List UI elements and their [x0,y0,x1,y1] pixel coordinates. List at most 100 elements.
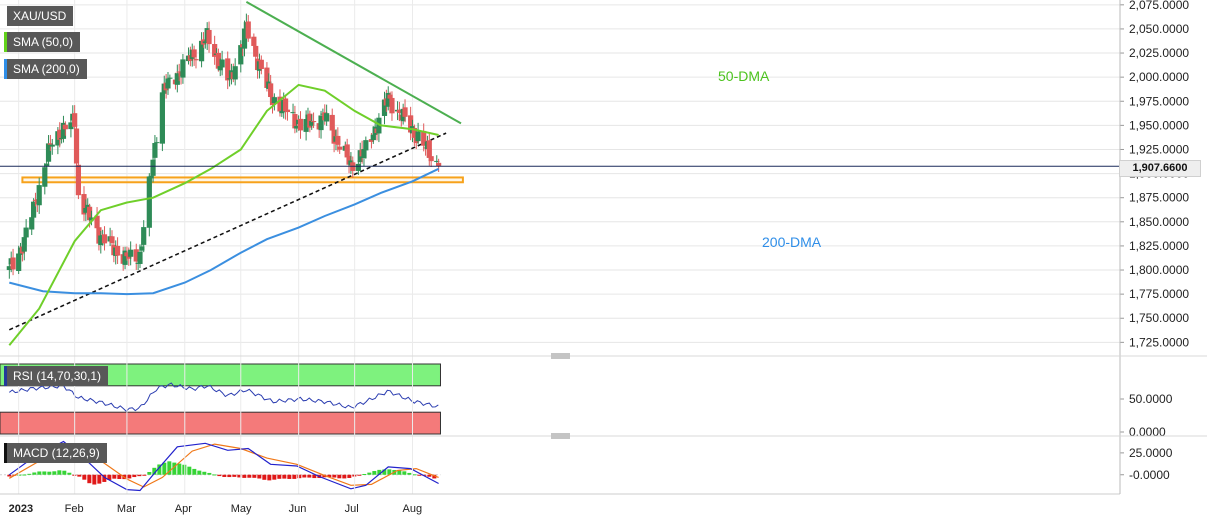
macd-histogram-bar [62,470,67,475]
candle-body [212,44,218,57]
candle-body [114,245,121,256]
candle-body [128,249,134,257]
candle-body [215,52,221,69]
macd-histogram-bar [167,461,172,475]
candle-body [81,194,87,215]
candle-body [124,252,130,257]
price-tick-label: 2,050.0000 [1129,22,1189,36]
macd-histogram-bar [327,474,332,478]
legend-macd[interactable]: MACD (12,26,9) [4,443,107,463]
legend-xauusd-label: XAU/USD [13,9,67,23]
macd-histogram-bar [362,474,367,476]
rsi-tick-label: 0.0000 [1129,425,1166,439]
macd-histogram-bar [42,471,47,475]
price-tick-label: 1,825.0000 [1129,239,1189,253]
candle-body [355,163,361,171]
candle-body [385,93,391,107]
candle-body [72,113,78,127]
macd-histogram-bar [282,474,287,479]
candle-body [258,59,264,69]
legend-rsi[interactable]: RSI (14,70,30,1) [4,366,109,386]
candle-body [96,227,102,244]
label-50-dma: 50-DMA [718,68,770,84]
x-tick-label: 2023 [9,503,33,515]
macd-histogram-bar [147,471,152,475]
candle-body [174,73,180,85]
macd-histogram-bar [372,471,377,475]
macd-histogram-bar [37,471,42,475]
candle-body [30,201,37,218]
macd-histogram-bar [52,471,57,475]
candle-body [148,175,154,179]
macd-histogram-bar [97,474,102,484]
macd-histogram-bar [227,474,232,478]
candle-body [139,246,145,251]
legend-swatch [4,32,7,52]
time-grid: 2023 Feb Mar Apr May Jun Jul Aug [0,0,1120,515]
candle-body [337,146,343,150]
legend-swatch [4,59,7,79]
price-tick-label: 1,950.0000 [1129,118,1189,132]
candle-body [45,143,52,162]
macd-histogram-bar [22,474,27,476]
candle-body [75,164,81,196]
candle-body [434,160,440,162]
price-tick-label: 1,800.0000 [1129,263,1189,277]
candle-body [232,66,238,80]
candle-body [415,131,421,142]
candle-body [421,130,427,146]
macd-histogram-bar [287,474,292,479]
current-price-tag: 1,907.6600 [1119,160,1201,177]
candle-body [284,109,291,113]
macd-histogram-bar [292,474,297,479]
candle-body [122,250,128,265]
candle-body [294,125,300,129]
candle-body [408,115,414,133]
legend-sma-50[interactable]: SMA (50,0) [4,32,81,52]
candle-body [23,227,29,238]
candle-body [137,251,143,264]
candle-body [86,206,93,221]
macd-histogram-bar [132,474,137,478]
candle-body [57,129,63,140]
candle-body [344,144,350,158]
macd-histogram-bar [112,474,117,479]
x-tick-label: May [231,503,252,515]
candle-body [245,21,251,39]
candle-body [146,176,152,228]
legend-xauusd[interactable]: XAU/USD [4,6,74,26]
candle-body [49,144,55,147]
macd-histogram-bar [47,471,52,475]
macd-histogram-bar [137,474,142,477]
candle-body [126,255,132,259]
sma-200-line [9,167,440,296]
candle-body [60,122,67,139]
macd-histogram-bar [102,474,107,482]
candle-body [226,78,233,80]
legend-swatch [4,6,7,26]
macd-histogram-bar [342,474,347,479]
macd-tick-label: 25.0000 [1129,446,1173,460]
candle-body [264,67,270,88]
macd-histogram-bar [397,470,402,475]
candle-body [152,143,158,158]
candle-body [268,83,274,98]
candle-body [141,227,147,245]
legend-sma-200[interactable]: SMA (200,0) [4,59,87,79]
price-axis: 2,075.0000 2,050.0000 2,025.0000 2,000.0000… [1119,0,1189,494]
macd-histogram-bar [387,469,392,475]
macd-histogram-bar [92,474,97,485]
rsi-overbought-zone [0,363,441,387]
macd-histogram-bar [307,474,312,478]
macd-histogram-bar [242,474,247,478]
candle-body [335,135,341,145]
macd-histogram-bar [162,462,167,475]
macd-panel: 25.0000 -0.0000 [0,440,1173,492]
macd-histogram-bar [402,471,407,475]
x-tick-label: Mar [117,503,136,515]
price-tick-label: 2,075.0000 [1129,0,1189,12]
price-tick-label: 1,975.0000 [1129,94,1189,108]
candle-body [381,99,388,116]
legend-swatch [4,443,7,463]
